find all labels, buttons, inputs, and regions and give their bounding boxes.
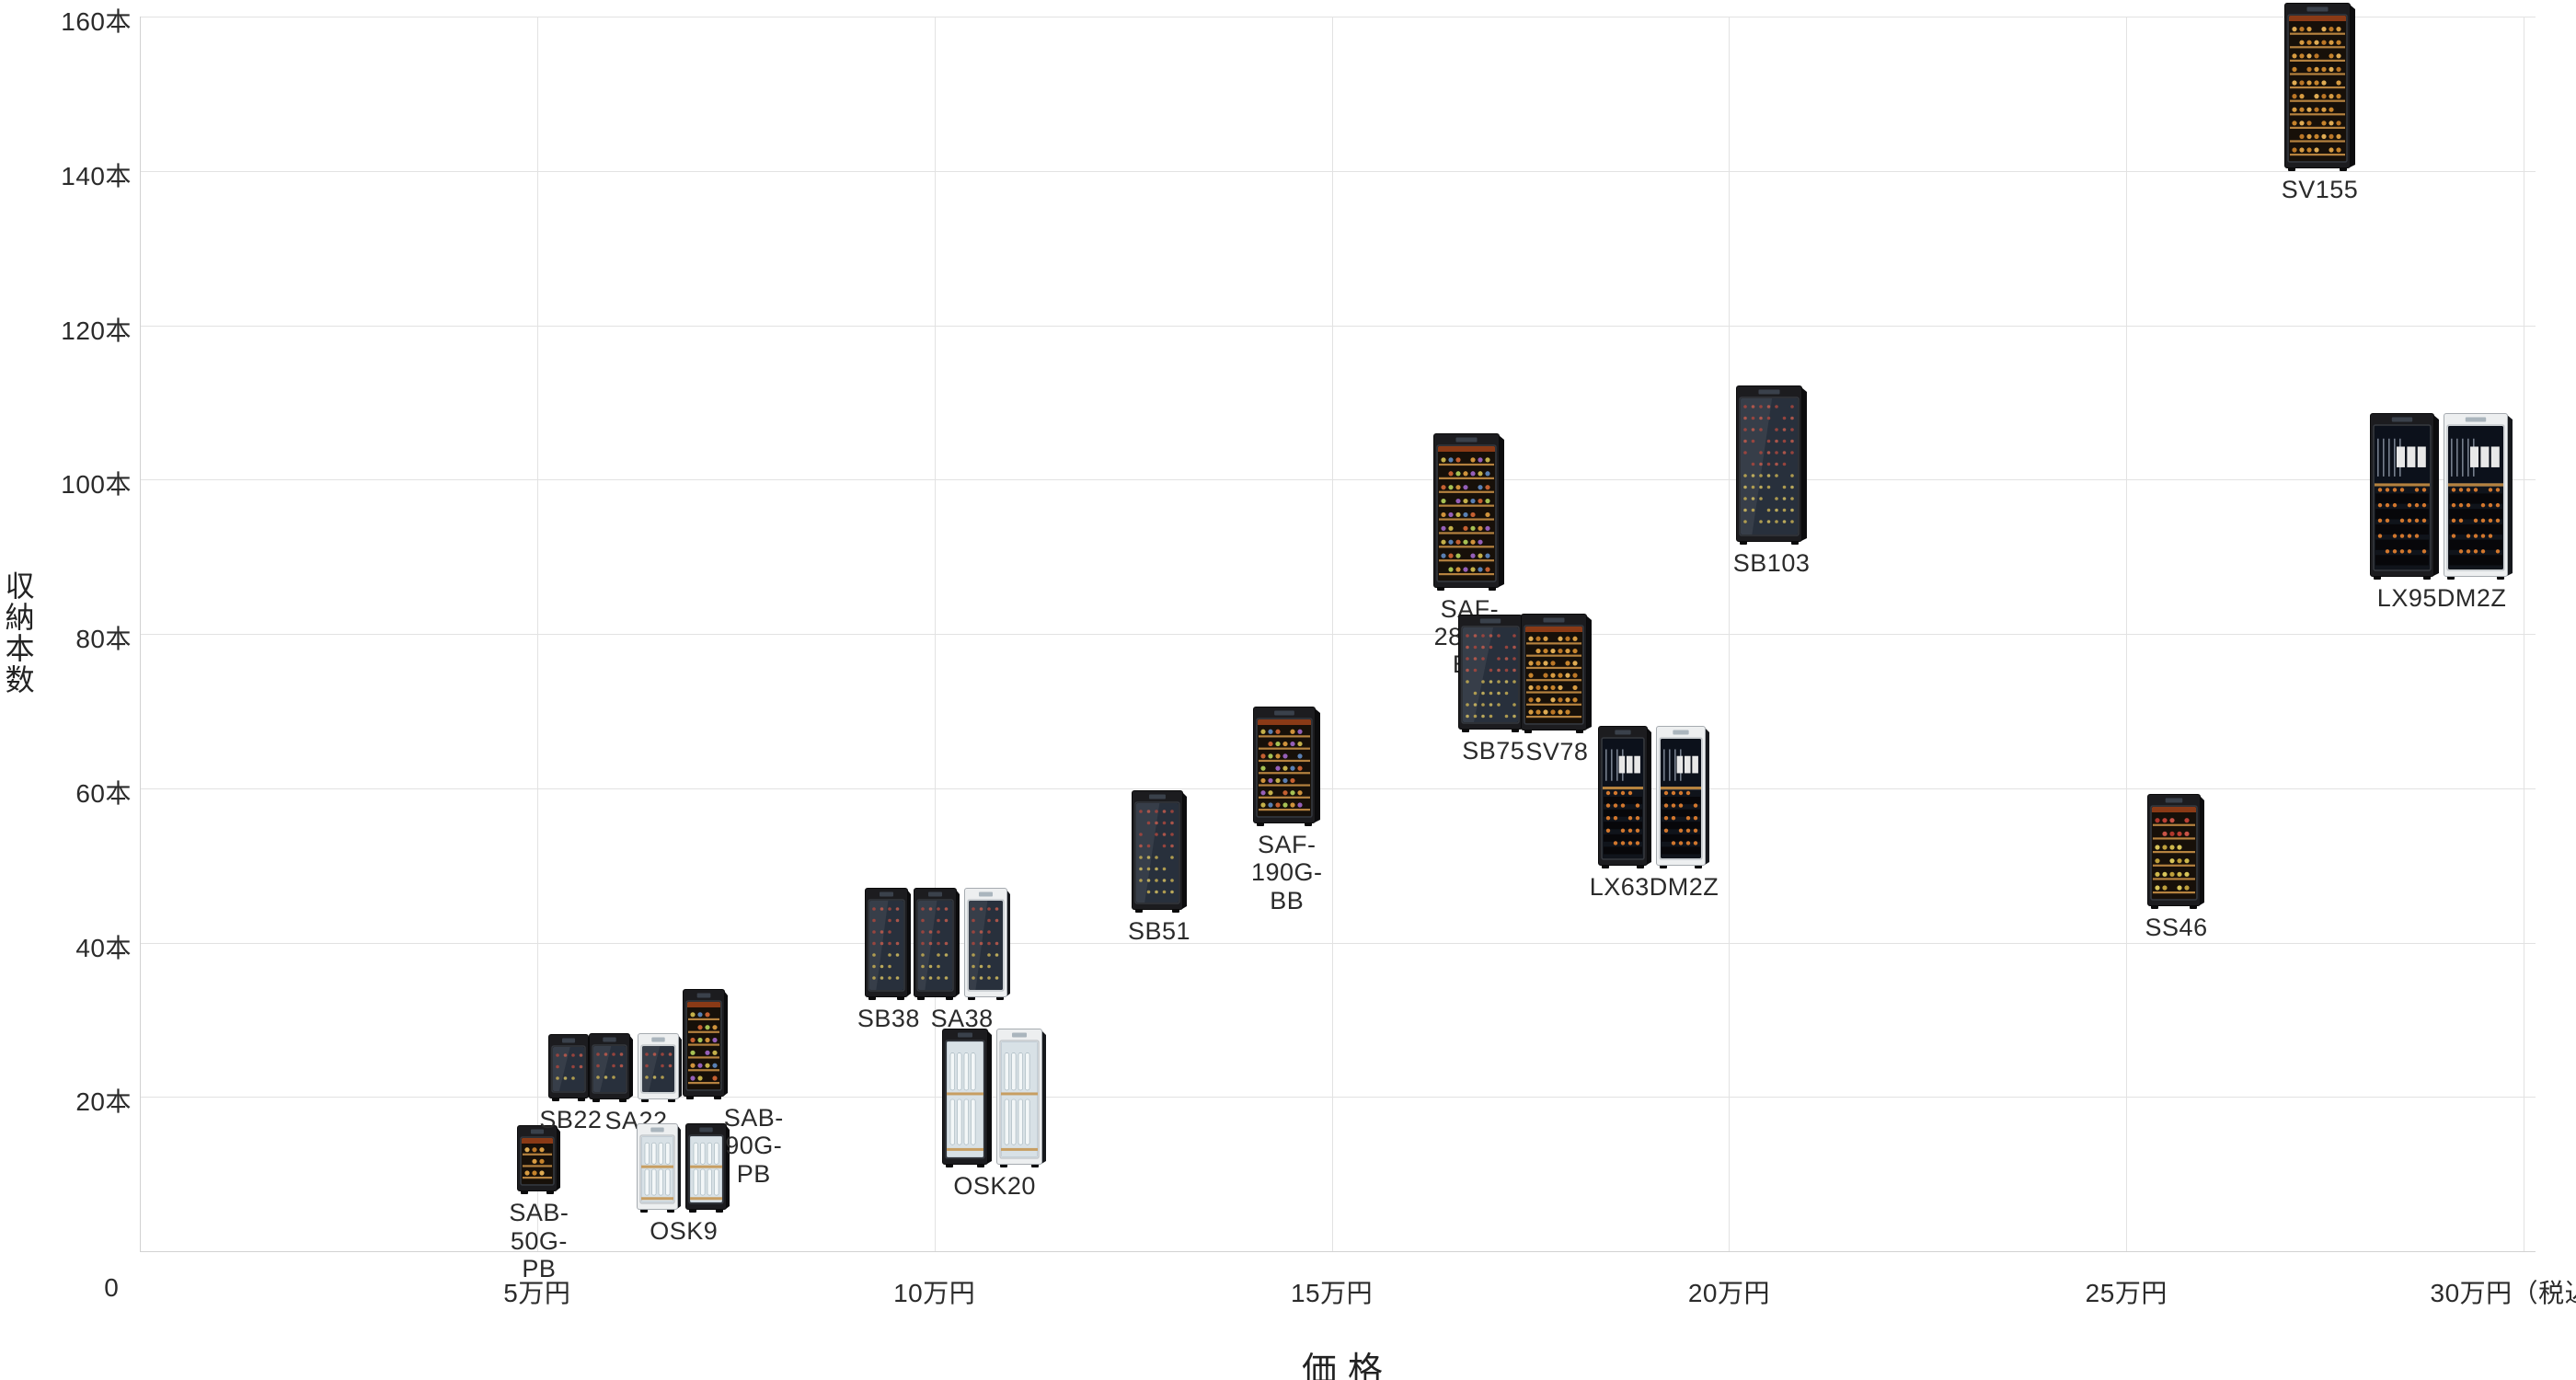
- product-image-SA22: [589, 1032, 683, 1103]
- gridline-y-60: [140, 788, 2536, 789]
- y-tick-label-40: 40本: [75, 933, 132, 962]
- origin-tick-label: 0: [104, 1273, 119, 1302]
- product-label-SB103: SB103: [1732, 549, 1811, 578]
- y-tick-label-120: 120本: [61, 316, 132, 345]
- product-image-SB22: [548, 1033, 592, 1102]
- product-SV78[interactable]: SV78: [1521, 614, 1593, 765]
- product-image-SV78: [1521, 614, 1593, 734]
- product-label-SA38: SA38: [930, 1005, 994, 1032]
- gridline-y-140: [140, 170, 2536, 172]
- product-image-LX95DM2Z: [2370, 413, 2513, 581]
- x-tick-label-30: 30万円（税込）: [2430, 1279, 2576, 1307]
- product-OSK20[interactable]: OSK20: [942, 1029, 1047, 1200]
- product-image-OSK20: [942, 1029, 1047, 1168]
- product-image-OSK9: [637, 1122, 730, 1213]
- gridline-y-80: [140, 634, 2536, 635]
- product-SB103[interactable]: SB103: [1733, 385, 1810, 577]
- product-label-SAB-50G-PB: SAB-50G-PB: [509, 1199, 569, 1282]
- y-axis-line: [140, 17, 141, 1251]
- product-image-SB103: [1735, 385, 1808, 546]
- product-label-SS46: SS46: [2145, 913, 2208, 941]
- product-label-SAB-90G-PB: SAB-90G-PB: [723, 1104, 784, 1188]
- product-label-SB51: SB51: [1128, 916, 1191, 945]
- product-OSK9[interactable]: OSK9: [637, 1122, 730, 1245]
- y-tick-label-100: 100本: [61, 470, 132, 500]
- gridline-x-15: [1331, 17, 1333, 1251]
- product-image-SAB-50G-PB: [516, 1125, 561, 1195]
- product-image-SA38: [913, 888, 1011, 1001]
- product-image-SAB-90G-PB: [683, 989, 729, 1100]
- y-tick-label-160: 160本: [61, 7, 132, 36]
- x-tick-label-10: 10万円: [893, 1279, 976, 1307]
- product-image-SB51: [1131, 789, 1188, 914]
- gridline-x-20: [1729, 17, 1731, 1251]
- product-SAF-280G-BB[interactable]: SAF-280G-BB: [1433, 432, 1505, 678]
- gridline-y-20: [140, 1097, 2536, 1098]
- product-label-SB75: SB75: [1462, 737, 1525, 765]
- product-SAF-190G-BB[interactable]: SAF- 190G-BB: [1251, 707, 1322, 914]
- x-axis-line: [140, 1251, 2536, 1252]
- gridline-y-120: [140, 325, 2536, 327]
- y-tick-label-20: 20本: [75, 1087, 132, 1117]
- gridline-y-100: [140, 479, 2536, 481]
- product-SB22[interactable]: SB22: [539, 1033, 602, 1133]
- product-SA22[interactable]: SA22: [589, 1032, 683, 1134]
- x-tick-label-25: 25万円: [2085, 1279, 2168, 1307]
- x-tick-label-5: 5万円: [503, 1279, 571, 1307]
- product-SV155[interactable]: SV155: [2282, 3, 2358, 203]
- product-SAB-90G-PB[interactable]: SAB-90G-PB: [683, 989, 783, 1188]
- product-image-SS46: [2147, 793, 2205, 910]
- product-image-SV155: [2283, 3, 2356, 172]
- product-label-LX95DM2Z: LX95DM2Z: [2376, 584, 2507, 613]
- gridline-x-10: [934, 17, 936, 1251]
- product-label-OSK20: OSK20: [953, 1172, 1036, 1201]
- product-image-SB38: [865, 888, 912, 1001]
- product-label-SB38: SB38: [857, 1005, 920, 1032]
- gridline-x-5: [536, 17, 538, 1251]
- y-tick-label-60: 60本: [75, 778, 132, 808]
- product-image-SB75: [1458, 615, 1528, 733]
- product-SS46[interactable]: SS46: [2145, 793, 2207, 941]
- product-label-SV78: SV78: [1525, 738, 1589, 766]
- gridline-x-25: [2126, 17, 2128, 1251]
- product-label-SAF-190G-BB: SAF- 190G-BB: [1250, 831, 1323, 914]
- product-image-SAF-280G-BB: [1433, 432, 1505, 592]
- product-LX95DM2Z[interactable]: LX95DM2Z: [2370, 413, 2513, 612]
- x-axis-title: 価格: [1301, 1351, 1394, 1380]
- y-tick-label-140: 140本: [61, 161, 132, 190]
- y-tick-label-80: 80本: [75, 625, 132, 653]
- product-SA38[interactable]: SA38: [913, 888, 1011, 1032]
- y-axis-title: 収納本数: [1, 570, 35, 696]
- product-SB75[interactable]: SB75: [1458, 615, 1528, 765]
- x-tick-label-15: 15万円: [1290, 1279, 1374, 1307]
- product-label-LX63DM2Z: LX63DM2Z: [1589, 873, 1719, 902]
- x-tick-label-20: 20万円: [1687, 1279, 1770, 1307]
- product-label-SV155: SV155: [2281, 176, 2359, 204]
- product-SB51[interactable]: SB51: [1128, 789, 1190, 945]
- product-SAB-50G-PB[interactable]: SAB-50G-PB: [509, 1125, 569, 1282]
- gridline-y-40: [140, 942, 2536, 944]
- product-SB38[interactable]: SB38: [857, 888, 919, 1032]
- product-image-LX63DM2Z: [1598, 726, 1710, 869]
- product-image-SAF-190G-BB: [1252, 707, 1321, 827]
- product-label-SB22: SB22: [539, 1105, 603, 1133]
- product-label-OSK9: OSK9: [650, 1216, 719, 1245]
- product-LX63DM2Z[interactable]: LX63DM2Z: [1590, 726, 1719, 901]
